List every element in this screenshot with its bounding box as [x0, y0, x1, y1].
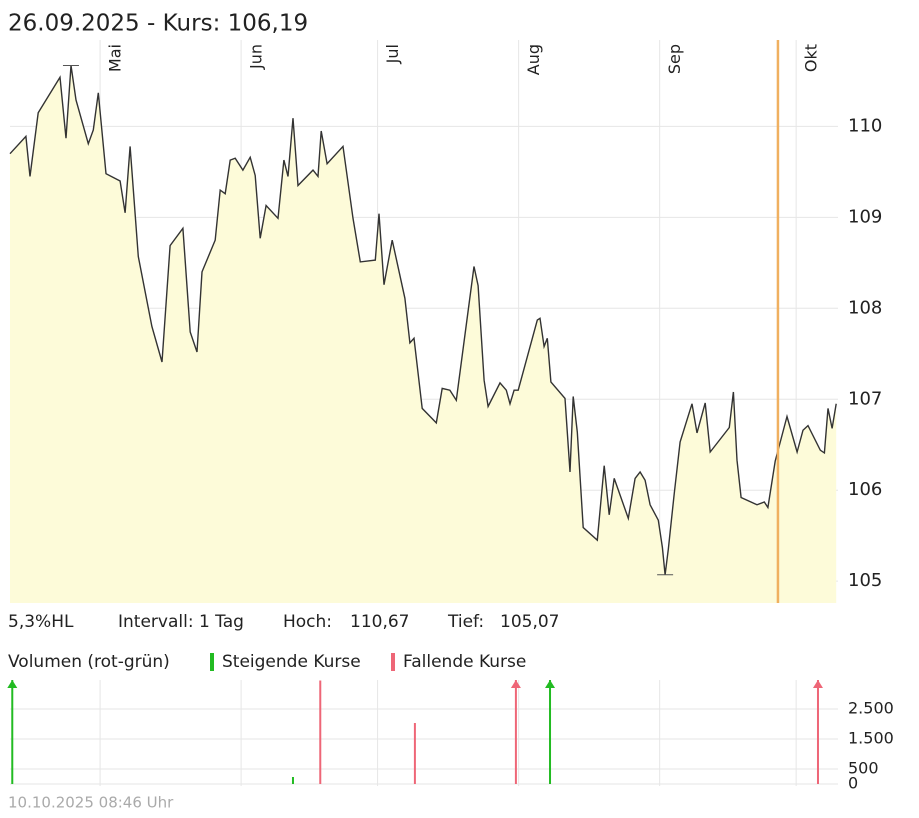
x-tick-label: Okt — [802, 44, 821, 72]
x-tick-label: Sep — [665, 44, 684, 74]
legend-swatch — [391, 653, 395, 671]
page-title: 26.09.2025 - Kurs: 106,19 — [8, 11, 308, 37]
overflow-arrow — [812, 680, 823, 688]
stat-high-label: Hoch: — [283, 612, 332, 632]
overflow-arrow — [545, 680, 556, 688]
volume-bar — [514, 680, 517, 784]
y-tick-label: 107 — [848, 388, 882, 409]
volume-bar — [413, 723, 416, 784]
x-tick-label: Mai — [106, 44, 125, 72]
volume-bar — [816, 680, 819, 784]
y-tick-label: 108 — [848, 297, 882, 318]
x-tick-label: Jul — [383, 44, 402, 64]
x-tick-label: Aug — [524, 44, 543, 75]
volume-bar — [319, 680, 322, 784]
y-tick-label: 500 — [848, 758, 879, 777]
volume-bar — [11, 680, 14, 784]
legend-swatch — [210, 653, 214, 671]
y-tick-label: 110 — [848, 115, 882, 136]
stat-interval: Intervall: 1 Tag — [118, 612, 244, 632]
stat-range: 5,3%HL — [8, 612, 74, 632]
y-tick-label: 0 — [848, 773, 858, 792]
legend-label: Fallende Kurse — [403, 652, 526, 672]
x-tick-label: Jun — [247, 44, 266, 70]
stat-high: 110,67 — [350, 612, 409, 632]
y-tick-label: 109 — [848, 206, 882, 227]
y-tick-label: 2.500 — [848, 699, 894, 718]
stat-low: 105,07 — [500, 612, 559, 632]
volume-title: Volumen (rot-grün) — [8, 652, 170, 672]
footer: 10.10.2025 08:46 Uhr — [8, 794, 174, 812]
y-tick-label: 1.500 — [848, 728, 894, 747]
stat-low-label: Tief: — [447, 612, 484, 632]
overflow-arrow — [7, 680, 18, 688]
volume-bar — [549, 680, 552, 784]
y-tick-label: 105 — [848, 570, 882, 591]
overflow-arrow — [510, 680, 521, 688]
volume-bar — [291, 777, 294, 784]
price-line — [9, 65, 837, 575]
area-fill — [10, 65, 837, 603]
legend-label: Steigende Kurse — [222, 652, 361, 672]
y-tick-label: 106 — [848, 479, 882, 500]
